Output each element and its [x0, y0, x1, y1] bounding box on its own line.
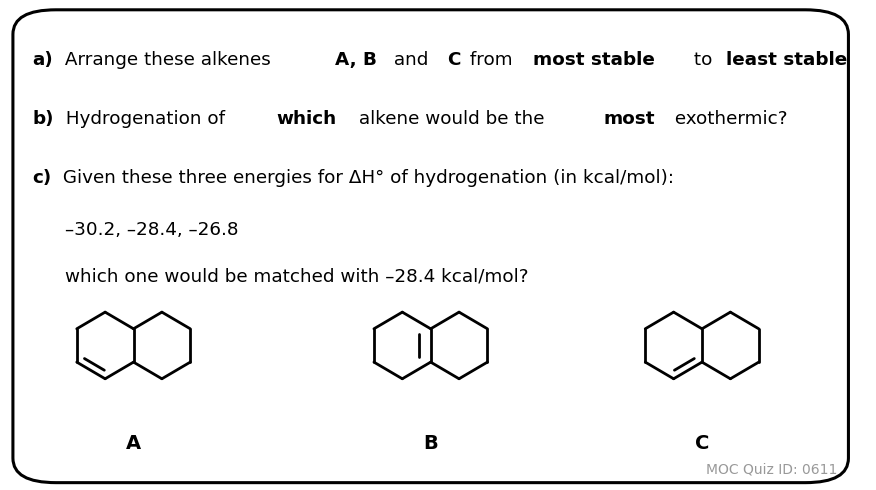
Text: B: B — [423, 434, 438, 453]
Text: MOC Quiz ID: 0611: MOC Quiz ID: 0611 — [706, 462, 837, 476]
Text: b): b) — [32, 110, 54, 128]
Text: which: which — [277, 110, 337, 128]
Text: least stable: least stable — [726, 51, 847, 70]
Text: from: from — [464, 51, 519, 70]
Text: and: and — [388, 51, 434, 70]
Text: which one would be matched with –28.4 kcal/mol?: which one would be matched with –28.4 kc… — [65, 267, 528, 285]
Text: Hydrogenation of: Hydrogenation of — [60, 110, 231, 128]
Text: most: most — [604, 110, 655, 128]
FancyBboxPatch shape — [13, 10, 849, 483]
Text: C: C — [695, 434, 710, 453]
Text: A, B: A, B — [336, 51, 377, 70]
Text: Arrange these alkenes: Arrange these alkenes — [59, 51, 277, 70]
Text: to: to — [688, 51, 718, 70]
Text: c): c) — [32, 169, 52, 187]
Text: exothermic?: exothermic? — [669, 110, 788, 128]
Text: Given these three energies for ΔH° of hydrogenation (in kcal/mol):: Given these three energies for ΔH° of hy… — [57, 169, 675, 187]
Text: most stable: most stable — [533, 51, 655, 70]
Text: a): a) — [32, 51, 53, 70]
Text: alkene would be the: alkene would be the — [353, 110, 550, 128]
Text: A: A — [126, 434, 141, 453]
Text: C: C — [447, 51, 461, 70]
Text: –30.2, –28.4, –26.8: –30.2, –28.4, –26.8 — [65, 221, 238, 240]
